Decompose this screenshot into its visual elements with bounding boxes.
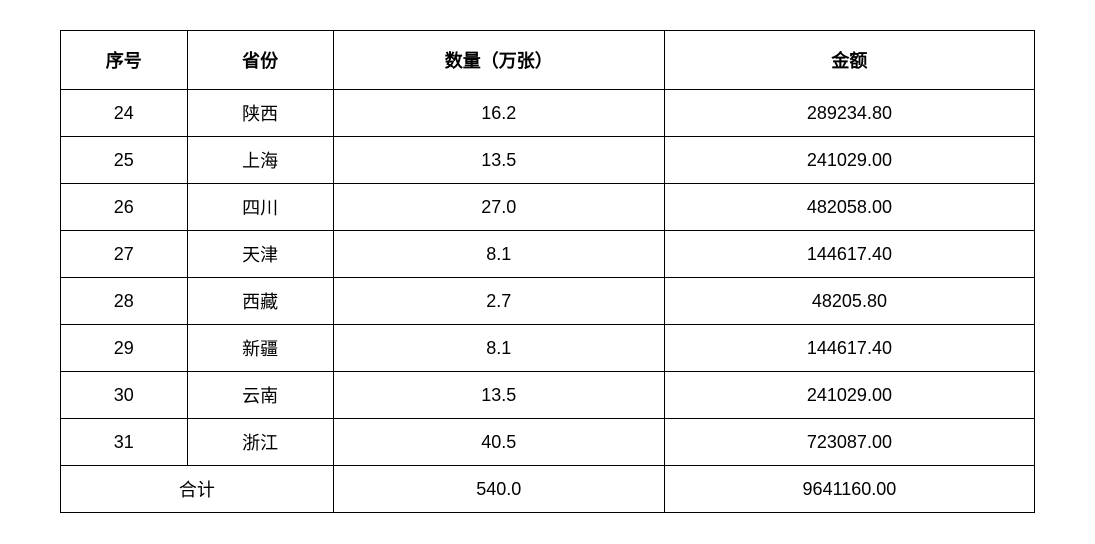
cell-province: 西藏 [187,278,333,325]
cell-quantity: 8.1 [333,231,664,278]
header-index: 序号 [61,31,188,90]
table-row: 28 西藏 2.7 48205.80 [61,278,1035,325]
cell-quantity: 40.5 [333,419,664,466]
table-row: 30 云南 13.5 241029.00 [61,372,1035,419]
table-row: 24 陕西 16.2 289234.80 [61,90,1035,137]
cell-amount: 723087.00 [664,419,1034,466]
cell-amount: 144617.40 [664,231,1034,278]
cell-index: 29 [61,325,188,372]
header-quantity: 数量（万张） [333,31,664,90]
table-total-row: 合计 540.0 9641160.00 [61,466,1035,513]
cell-total-quantity: 540.0 [333,466,664,513]
table-row: 29 新疆 8.1 144617.40 [61,325,1035,372]
cell-index: 30 [61,372,188,419]
cell-amount: 289234.80 [664,90,1034,137]
cell-total-amount: 9641160.00 [664,466,1034,513]
cell-amount: 482058.00 [664,184,1034,231]
cell-quantity: 2.7 [333,278,664,325]
cell-province: 浙江 [187,419,333,466]
table-row: 27 天津 8.1 144617.40 [61,231,1035,278]
cell-quantity: 13.5 [333,137,664,184]
cell-quantity: 16.2 [333,90,664,137]
cell-quantity: 13.5 [333,372,664,419]
cell-province: 陕西 [187,90,333,137]
cell-index: 25 [61,137,188,184]
table-body: 24 陕西 16.2 289234.80 25 上海 13.5 241029.0… [61,90,1035,513]
header-amount: 金额 [664,31,1034,90]
table-row: 25 上海 13.5 241029.00 [61,137,1035,184]
cell-province: 四川 [187,184,333,231]
cell-index: 31 [61,419,188,466]
cell-amount: 144617.40 [664,325,1034,372]
header-province: 省份 [187,31,333,90]
cell-total-label: 合计 [61,466,334,513]
province-data-table: 序号 省份 数量（万张） 金额 24 陕西 16.2 289234.80 25 … [60,30,1035,513]
cell-province: 上海 [187,137,333,184]
cell-amount: 48205.80 [664,278,1034,325]
cell-index: 26 [61,184,188,231]
cell-quantity: 8.1 [333,325,664,372]
cell-province: 天津 [187,231,333,278]
cell-amount: 241029.00 [664,372,1034,419]
cell-quantity: 27.0 [333,184,664,231]
cell-index: 27 [61,231,188,278]
cell-index: 24 [61,90,188,137]
table-header-row: 序号 省份 数量（万张） 金额 [61,31,1035,90]
cell-index: 28 [61,278,188,325]
table-row: 31 浙江 40.5 723087.00 [61,419,1035,466]
cell-province: 新疆 [187,325,333,372]
table-row: 26 四川 27.0 482058.00 [61,184,1035,231]
cell-amount: 241029.00 [664,137,1034,184]
cell-province: 云南 [187,372,333,419]
